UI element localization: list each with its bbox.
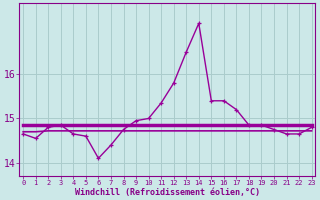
- X-axis label: Windchill (Refroidissement éolien,°C): Windchill (Refroidissement éolien,°C): [75, 188, 260, 197]
